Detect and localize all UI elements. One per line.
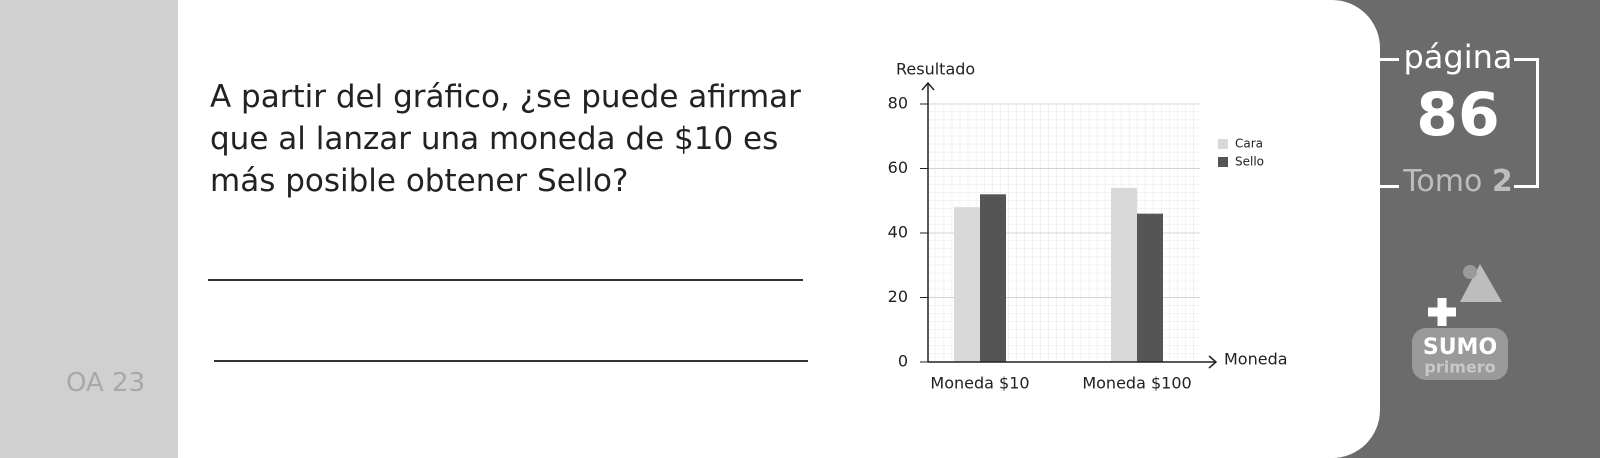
volume: Tomo 2 [1380,164,1536,199]
logo: SUMO primero [1412,264,1508,380]
bar [1111,187,1137,362]
logo-name: SUMO [1423,335,1497,360]
x-axis-label: Moneda [1224,350,1288,369]
y-tick-label: 20 [888,287,908,306]
y-tick-label: 60 [888,158,908,177]
bar [954,207,980,362]
logo-plus [1428,298,1456,326]
x-tick-label: Moneda $10 [930,374,1029,393]
logo-subname: primero [1424,358,1495,377]
page-label: página [1403,38,1513,76]
y-arrow [921,81,935,91]
x-arrow [1208,355,1218,369]
question-text: A partir del gráfico, ¿se puede afirmar … [210,79,801,199]
x-tick-label: Moneda $100 [1082,374,1191,393]
logo-box [1412,328,1508,380]
volume-label: Tomo [1403,164,1483,199]
y-tick-label: 40 [888,223,908,242]
objective-code: OA 23 [66,368,146,398]
page-badge: página 86 Tomo 2 SUMO primero [1374,0,1600,458]
legend-swatch [1218,139,1228,149]
bar [980,194,1006,362]
answer-line [208,279,803,281]
y-axis-label: Resultado [896,60,975,79]
y-tick-label: 80 [888,94,908,113]
volume-number: 2 [1491,164,1513,199]
logo-figure [1463,265,1477,279]
bracket [1514,58,1539,188]
bracket [1374,58,1399,188]
answer-line [214,360,808,362]
logo-triangle [1460,264,1502,302]
legend-label: Cara [1235,137,1263,151]
page-number: 86 [1416,80,1500,150]
bar [1137,213,1163,362]
legend-swatch [1218,157,1228,167]
y-tick-label: 0 [898,352,908,371]
legend-label: Sello [1235,155,1264,169]
sidebar: OA 23 [0,0,200,458]
